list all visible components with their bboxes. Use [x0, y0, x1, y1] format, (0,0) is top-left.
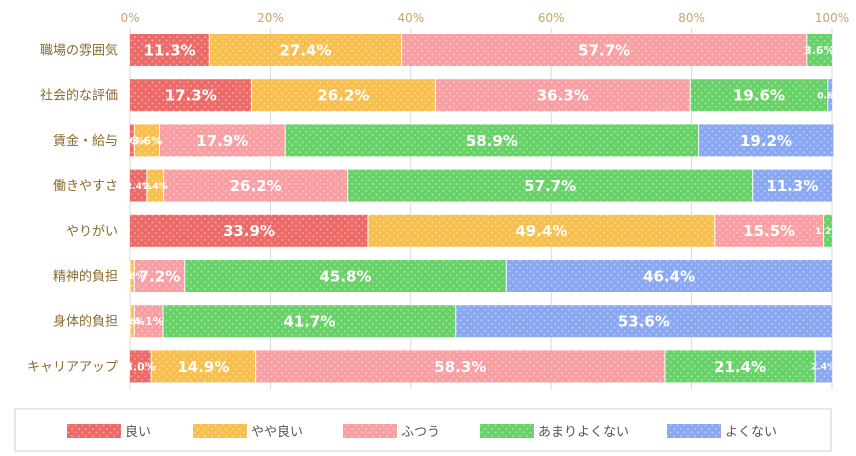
- legend-label: やや良い: [251, 424, 303, 440]
- bar-segment-texture: [455, 305, 832, 338]
- data-label: 2.4%: [143, 182, 168, 192]
- bar-segment-texture: [159, 124, 286, 157]
- data-label: 0.6%: [817, 91, 842, 101]
- bar-segment-texture: [285, 124, 699, 157]
- category-label: 働きやすさ: [53, 179, 118, 194]
- bar-segment-texture: [347, 169, 753, 202]
- legend-swatch-texture: [67, 424, 121, 438]
- data-label: 11.3%: [144, 41, 196, 59]
- legend-label: よくない: [725, 425, 777, 440]
- data-label: 14.9%: [177, 358, 229, 376]
- data-label: 17.9%: [196, 132, 248, 150]
- legend-swatch-texture: [667, 424, 721, 438]
- data-label: 19.6%: [733, 87, 785, 105]
- bar-segment-texture: [130, 124, 135, 157]
- data-label: 2.4%: [811, 363, 836, 373]
- legend-swatch-texture: [193, 424, 247, 438]
- x-tick-label: 80%: [678, 11, 705, 25]
- bar-segment-texture: [823, 214, 832, 247]
- bar-segment-texture: [506, 260, 832, 292]
- bar-segment-texture: [134, 260, 185, 292]
- data-label: 46.4%: [643, 267, 695, 285]
- bar-segment-texture: [827, 79, 832, 112]
- bar-segment-texture: [698, 124, 834, 157]
- legend-label: 良い: [125, 424, 151, 440]
- x-tick-label: 0%: [120, 11, 139, 25]
- data-label: 36.3%: [537, 87, 589, 105]
- category-label: やりがい: [66, 224, 118, 239]
- legend-label: あまりよくない: [538, 425, 629, 440]
- data-label: 1.2%: [815, 227, 840, 237]
- data-label: 3.6%: [804, 44, 835, 57]
- category-label: 職場の雰囲気: [40, 43, 118, 59]
- bar-segment-texture: [435, 79, 691, 112]
- legend-label: ふつう: [401, 425, 440, 440]
- bar-segment-texture: [163, 169, 348, 202]
- bar-segment-texture: [151, 350, 256, 383]
- bar-segment-texture: [815, 350, 832, 383]
- data-label: 33.9%: [223, 222, 275, 240]
- bar-segment-texture: [130, 350, 152, 383]
- data-label: 41.7%: [283, 313, 335, 331]
- bar-segment-texture: [130, 214, 368, 247]
- category-label: キャリアアップ: [27, 360, 118, 375]
- bar-segment-texture: [251, 79, 436, 112]
- bar-segment-texture: [130, 169, 147, 202]
- data-label: 57.7%: [578, 41, 630, 59]
- data-label: 58.9%: [466, 132, 518, 150]
- category-label: 精神的負担: [53, 269, 118, 285]
- data-label: 21.4%: [714, 358, 766, 376]
- bar-segment-texture: [130, 260, 135, 292]
- data-label: 57.7%: [524, 177, 576, 195]
- data-label: 7.2%: [139, 267, 181, 285]
- bar-segment-texture: [367, 214, 715, 247]
- bar-segment-texture: [664, 350, 816, 383]
- bar-segment-texture: [690, 79, 828, 112]
- x-tick-label: 40%: [397, 11, 424, 25]
- x-tick-label: 20%: [257, 11, 284, 25]
- data-label: 3.6%: [132, 134, 163, 147]
- data-label: 49.4%: [515, 222, 567, 240]
- bar-segment-texture: [130, 34, 210, 66]
- bar-segment-texture: [130, 79, 252, 112]
- data-label: 53.6%: [618, 313, 670, 331]
- bar-segment-texture: [806, 34, 832, 66]
- data-label: 2.4%: [126, 182, 151, 192]
- bar-segment-texture: [146, 169, 164, 202]
- data-label: 27.4%: [279, 41, 331, 59]
- data-label: 0.6%: [120, 272, 145, 282]
- category-label: 賃金・給与: [53, 133, 118, 149]
- data-label: 45.8%: [319, 267, 371, 285]
- x-tick-label: 60%: [538, 11, 565, 25]
- data-label: 58.3%: [434, 358, 486, 376]
- category-label: 身体的負担: [53, 314, 118, 330]
- legend-swatch-texture: [343, 424, 397, 438]
- bar-segment-texture: [134, 124, 160, 157]
- category-label: 社会的な評価: [40, 88, 118, 104]
- data-label: 26.2%: [317, 87, 369, 105]
- bar-segment-texture: [162, 305, 456, 338]
- bar-segment-texture: [752, 169, 832, 202]
- data-label: 15.5%: [743, 222, 795, 240]
- data-label: 0.6%: [120, 137, 145, 147]
- bar-segment-texture: [714, 214, 824, 247]
- bar-segment-texture: [130, 305, 135, 338]
- data-label: 17.3%: [165, 87, 217, 105]
- legend-swatch-texture: [480, 424, 534, 438]
- data-label: 3.0%: [125, 360, 156, 373]
- bar-segment-texture: [209, 34, 402, 66]
- data-label: 26.2%: [230, 177, 282, 195]
- bar-segment-texture: [134, 305, 163, 338]
- bar-segment-texture: [184, 260, 507, 292]
- data-label: 0.6%: [120, 317, 145, 327]
- data-label: 19.2%: [740, 132, 792, 150]
- bar-segment-texture: [255, 350, 665, 383]
- bar-segment-texture: [401, 34, 807, 66]
- data-label: 4.1%: [133, 315, 164, 328]
- data-label: 11.3%: [766, 177, 818, 195]
- x-tick-label: 100%: [815, 11, 849, 25]
